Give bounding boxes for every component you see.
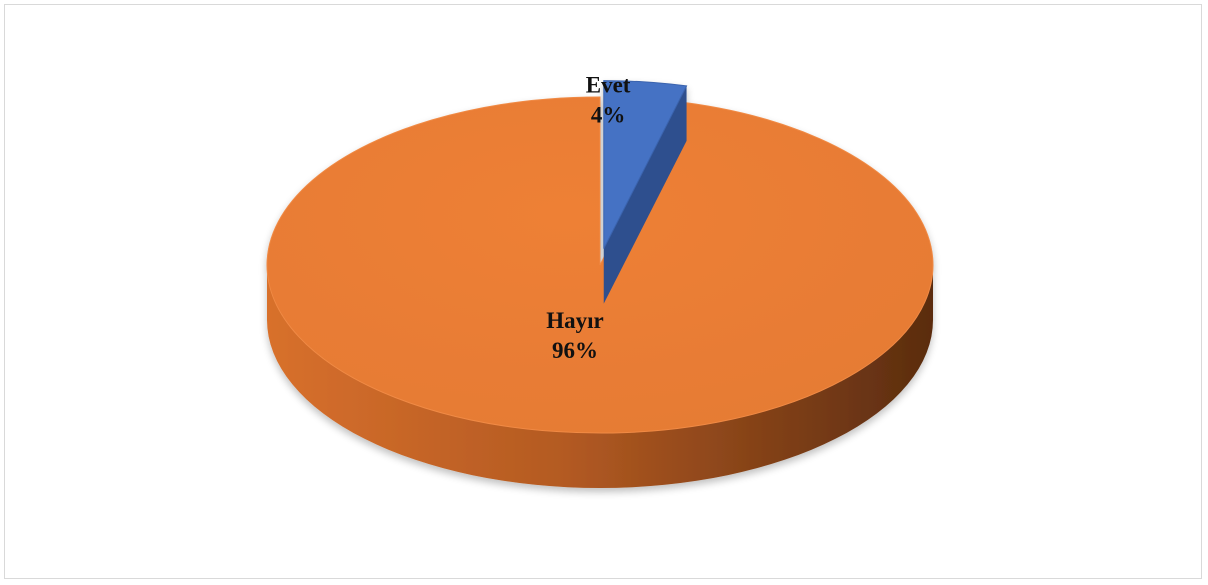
slice-label-value-evet: 4% [591,102,626,127]
slice-evet [603,80,688,249]
slice-label-value-hay-r: 96% [552,338,598,363]
slice-wall-evet [603,85,687,304]
slice-label-name-hay-r: Hayır [546,308,604,333]
slice-side-hay-r [267,265,933,488]
slice-hay-r [266,96,934,434]
label-group: Hayır 96% Evet 4% [546,72,631,363]
pie-group [266,80,934,488]
slice-label-name-evet: Evet [586,72,631,97]
